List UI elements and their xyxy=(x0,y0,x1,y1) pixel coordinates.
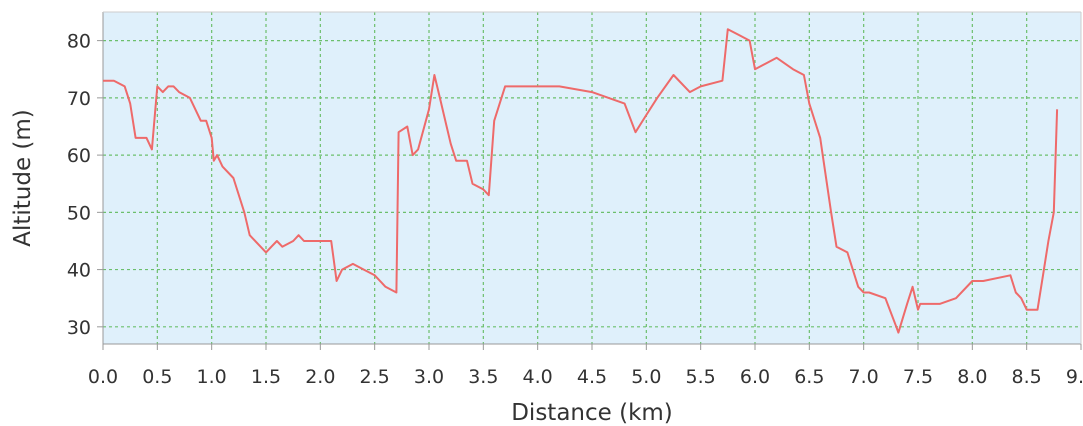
x-tick-label: 0.0 xyxy=(88,366,118,388)
y-tick-label: 80 xyxy=(67,31,91,53)
y-tick-label: 70 xyxy=(67,88,91,110)
y-tick-label: 40 xyxy=(67,260,91,282)
series xyxy=(103,28,1059,334)
altitude-line xyxy=(103,28,1059,334)
x-tick-label: 2.5 xyxy=(360,366,390,388)
x-tick-label: 1.0 xyxy=(197,366,227,388)
x-tick-label: 3.5 xyxy=(468,366,498,388)
x-tick-label: 7.5 xyxy=(903,366,933,388)
y-tick-label: 60 xyxy=(67,145,91,167)
axes xyxy=(97,11,1082,350)
x-tick-label: 8.0 xyxy=(957,366,987,388)
x-tick-label: 5.0 xyxy=(631,366,661,388)
x-tick-label: 9.0 xyxy=(1066,366,1083,388)
x-tick-label: 4.5 xyxy=(577,366,607,388)
tick-labels: 0.0 0.5 1.0 1.5 2.0 2.5 3.0 3.5 4.0 4.5 5.0 5.5 6.0 6… xyxy=(67,31,1083,388)
x-tick-label: 4.0 xyxy=(523,366,553,388)
x-axis-title: Distance (km) xyxy=(511,400,673,426)
y-tick-label: 30 xyxy=(67,317,91,339)
x-tick-label: 5.5 xyxy=(686,366,716,388)
x-tick-label: 7.0 xyxy=(849,366,879,388)
y-axis-title: Altitude (m) xyxy=(10,109,36,247)
x-tick-label: 6.5 xyxy=(794,366,824,388)
y-tick-label: 50 xyxy=(67,202,91,224)
x-tick-label: 8.5 xyxy=(1012,366,1042,388)
x-tick-label: 2.0 xyxy=(305,366,335,388)
x-tick-label: 6.0 xyxy=(740,366,770,388)
x-tick-label: 0.5 xyxy=(142,366,172,388)
grid xyxy=(103,12,1081,344)
x-tick-label: 3.0 xyxy=(414,366,444,388)
x-tick-label: 1.5 xyxy=(251,366,281,388)
